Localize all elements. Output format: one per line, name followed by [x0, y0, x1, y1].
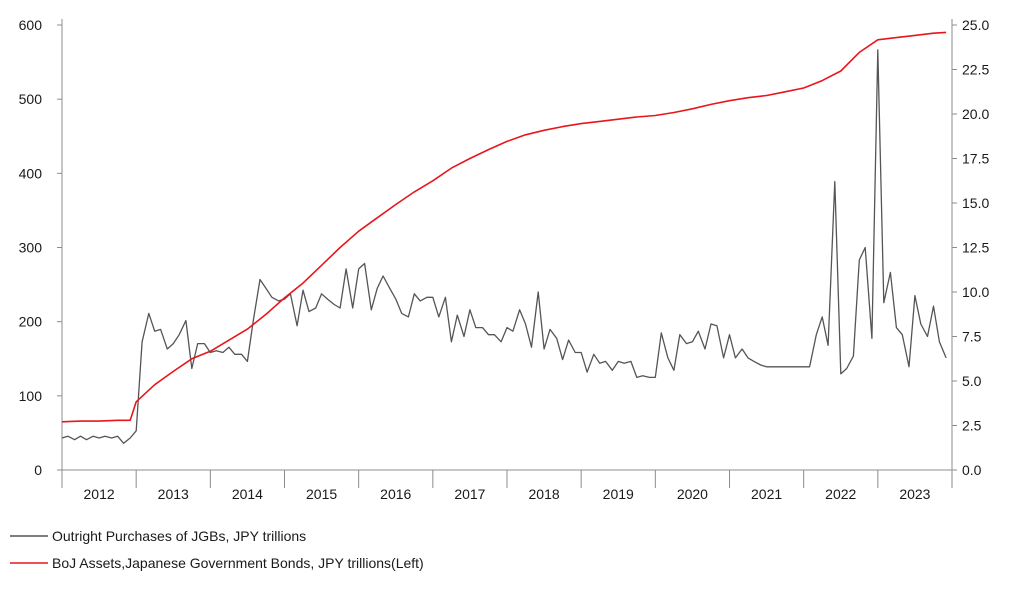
- right-tick-label: 7.5: [962, 329, 982, 345]
- x-tick-label: 2015: [306, 486, 337, 502]
- left-tick-label: 600: [19, 17, 43, 33]
- right-tick-label: 10.0: [962, 284, 989, 300]
- x-tick-label: 2017: [454, 486, 485, 502]
- right-tick-label: 15.0: [962, 195, 989, 211]
- right-tick-label: 17.5: [962, 151, 989, 167]
- left-tick-label: 500: [19, 91, 43, 107]
- right-tick-label: 2.5: [962, 418, 982, 434]
- legend-label-assets: BoJ Assets,Japanese Government Bonds, JP…: [52, 555, 424, 571]
- right-tick-label: 0.0: [962, 462, 982, 478]
- left-tick-label: 300: [19, 240, 43, 256]
- x-tick-label: 2018: [529, 486, 560, 502]
- left-tick-label: 200: [19, 314, 43, 330]
- left-tick-label: 400: [19, 165, 43, 181]
- x-tick-label: 2014: [232, 486, 263, 502]
- x-tick-label: 2016: [380, 486, 411, 502]
- x-tick-label: 2022: [825, 486, 856, 502]
- left-tick-label: 0: [34, 462, 42, 478]
- x-tick-label: 2013: [158, 486, 189, 502]
- series-line-purchases: [61, 49, 947, 444]
- series-layer: [61, 31, 947, 444]
- x-tick-label: 2021: [751, 486, 782, 502]
- legend: Outright Purchases of JGBs, JPY trillion…: [10, 528, 424, 571]
- right-tick-label: 5.0: [962, 373, 982, 389]
- x-tick-label: 2012: [84, 486, 115, 502]
- axes-layer: 0 100 200 300 400 500 600 0.0 2.5 5.0 7.5 10.0 12.5 1…: [19, 17, 990, 502]
- right-tick-label: 22.5: [962, 62, 989, 78]
- x-tick-label: 2023: [899, 486, 930, 502]
- series-line-assets: [61, 31, 947, 423]
- right-tick-label: 20.0: [962, 106, 989, 122]
- x-tick-label: 2019: [603, 486, 634, 502]
- legend-label-purchases: Outright Purchases of JGBs, JPY trillion…: [52, 528, 306, 544]
- right-tick-label: 25.0: [962, 17, 989, 33]
- right-tick-label: 12.5: [962, 240, 989, 256]
- x-tick-label: 2020: [677, 486, 708, 502]
- left-tick-label: 100: [19, 388, 43, 404]
